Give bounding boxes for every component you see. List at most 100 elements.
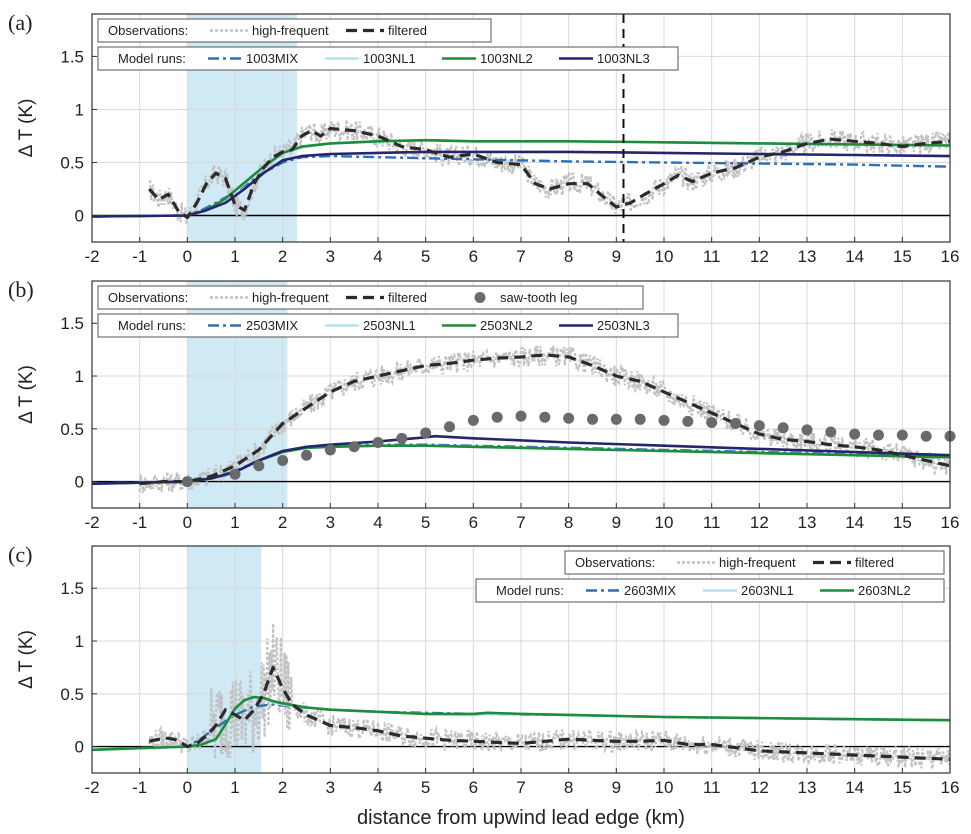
x-tick-label: 12 bbox=[750, 513, 769, 532]
sawtooth-point bbox=[920, 430, 932, 442]
sawtooth-point bbox=[777, 422, 789, 434]
legend-label-1003nl1: 1003NL1 bbox=[363, 51, 416, 66]
x-tick-label: 15 bbox=[893, 778, 912, 797]
model-legend: Model runs: 1003MIX 1003NL1 1003NL2 1003NL3 bbox=[97, 46, 679, 71]
legend-label-filtered: filtered bbox=[855, 555, 894, 570]
x-tick-label: 3 bbox=[326, 247, 335, 266]
sawtooth-point bbox=[563, 412, 575, 424]
x-tick-label: 5 bbox=[421, 513, 430, 532]
x-tick-label: 14 bbox=[845, 778, 864, 797]
sawtooth-point bbox=[491, 411, 503, 423]
y-tick-label: 1.5 bbox=[60, 579, 84, 598]
sawtooth-point bbox=[587, 413, 598, 425]
series-1003mix-line bbox=[91, 154, 951, 218]
y-tick-label: 0 bbox=[75, 738, 84, 757]
x-tick-label: 0 bbox=[183, 778, 192, 797]
observations-legend-box bbox=[564, 550, 945, 575]
x-tick-label: 9 bbox=[612, 778, 621, 797]
legend-label-high-frequent: high-frequent bbox=[252, 290, 329, 305]
y-tick-label: 0 bbox=[75, 473, 84, 492]
x-tick-label: -1 bbox=[132, 247, 147, 266]
sawtooth-point bbox=[301, 449, 312, 461]
sawtooth-point bbox=[396, 432, 408, 444]
sawtooth-point bbox=[706, 416, 718, 428]
y-tick-label: 1 bbox=[75, 367, 84, 386]
x-tick-label: 10 bbox=[655, 778, 674, 797]
y-tick-label: 1 bbox=[75, 100, 84, 119]
sawtooth-point bbox=[420, 427, 432, 439]
x-tick-label: 9 bbox=[612, 247, 621, 266]
x-tick-label: 4 bbox=[373, 247, 382, 266]
panel-label: (a) bbox=[8, 10, 32, 35]
x-tick-label: 11 bbox=[703, 778, 721, 797]
x-tick-label: 14 bbox=[845, 513, 864, 532]
observations-legend-title: Observations: bbox=[575, 555, 655, 570]
sawtooth-point bbox=[610, 413, 622, 425]
y-axis-label: Δ T (K) bbox=[16, 365, 37, 424]
sawtooth-point bbox=[753, 420, 765, 432]
x-tick-label: 15 bbox=[893, 247, 912, 266]
sawtooth-point bbox=[324, 444, 336, 456]
x-tick-label: 2 bbox=[278, 778, 287, 797]
x-tick-label: 4 bbox=[373, 513, 382, 532]
model-legend-box bbox=[97, 313, 679, 338]
x-tick-label: 11 bbox=[703, 247, 721, 266]
series-1003nl3-line bbox=[91, 150, 951, 218]
sawtooth-point bbox=[849, 428, 861, 440]
observations-legend: Observations: high-frequent filtered bbox=[564, 550, 945, 575]
y-axis-label: Δ T (K) bbox=[16, 99, 37, 158]
sawtooth-point bbox=[229, 468, 241, 480]
sawtooth-point bbox=[467, 414, 479, 426]
sawtooth-point bbox=[634, 413, 646, 425]
y-tick-label: 1 bbox=[75, 632, 84, 651]
x-tick-label: 6 bbox=[469, 778, 478, 797]
x-tick-label: 12 bbox=[750, 247, 769, 266]
x-tick-label: 2 bbox=[278, 513, 287, 532]
legend-label-2503nl3: 2503NL3 bbox=[597, 318, 650, 333]
x-tick-label: 13 bbox=[798, 778, 817, 797]
y-tick-label: 0.5 bbox=[60, 420, 84, 439]
x-tick-label: 16 bbox=[941, 247, 960, 266]
x-tick-label: 7 bbox=[516, 247, 525, 266]
legend-label-2603mix: 2603MIX bbox=[624, 583, 676, 598]
x-tick-label: 8 bbox=[564, 778, 573, 797]
legend-label-1003nl2: 1003NL2 bbox=[480, 51, 533, 66]
sawtooth-point bbox=[730, 418, 741, 430]
x-tick-label: 6 bbox=[469, 513, 478, 532]
x-tick-label: 3 bbox=[326, 513, 335, 532]
x-tick-label: 1 bbox=[230, 778, 239, 797]
observations-legend: Observations: high-frequent filtered bbox=[97, 18, 492, 43]
x-tick-label: 0 bbox=[183, 247, 192, 266]
observations-legend-box bbox=[97, 18, 492, 43]
y-tick-label: 0.5 bbox=[60, 685, 84, 704]
legend-label-high-frequent: high-frequent bbox=[719, 555, 796, 570]
sawtooth-point bbox=[253, 460, 265, 472]
x-tick-label: 5 bbox=[421, 247, 430, 266]
observations-legend-title: Observations: bbox=[108, 290, 188, 305]
x-tick-label: 9 bbox=[612, 513, 621, 532]
legend-label-saw-tooth-leg: saw-tooth leg bbox=[500, 290, 577, 305]
model-legend: Model runs: 2503MIX 2503NL1 2503NL2 2503NL3 bbox=[97, 313, 679, 338]
y-axis-label: Δ T (K) bbox=[16, 630, 37, 689]
series-filtered-line bbox=[139, 353, 951, 486]
x-tick-label: -2 bbox=[84, 247, 99, 266]
observations-legend-title: Observations: bbox=[108, 23, 188, 38]
series-1003nl2-line bbox=[91, 138, 951, 218]
legend-label-filtered: filtered bbox=[388, 290, 427, 305]
x-tick-label: 8 bbox=[564, 247, 573, 266]
sawtooth-point bbox=[801, 424, 813, 436]
legend-label-high-frequent: high-frequent bbox=[252, 23, 329, 38]
sawtooth-point bbox=[181, 476, 193, 488]
model-legend-title: Model runs: bbox=[496, 583, 564, 598]
x-tick-label: 1 bbox=[230, 513, 239, 532]
x-tick-label: 10 bbox=[655, 513, 674, 532]
x-tick-label: 7 bbox=[516, 778, 525, 797]
x-tick-label: 2 bbox=[278, 247, 287, 266]
y-tick-label: 0 bbox=[75, 206, 84, 225]
model-legend-title: Model runs: bbox=[118, 318, 186, 333]
x-tick-label: -1 bbox=[132, 778, 147, 797]
sawtooth-point bbox=[348, 441, 360, 453]
model-legend-box bbox=[97, 46, 679, 71]
legend-label-2503nl1: 2503NL1 bbox=[363, 318, 416, 333]
